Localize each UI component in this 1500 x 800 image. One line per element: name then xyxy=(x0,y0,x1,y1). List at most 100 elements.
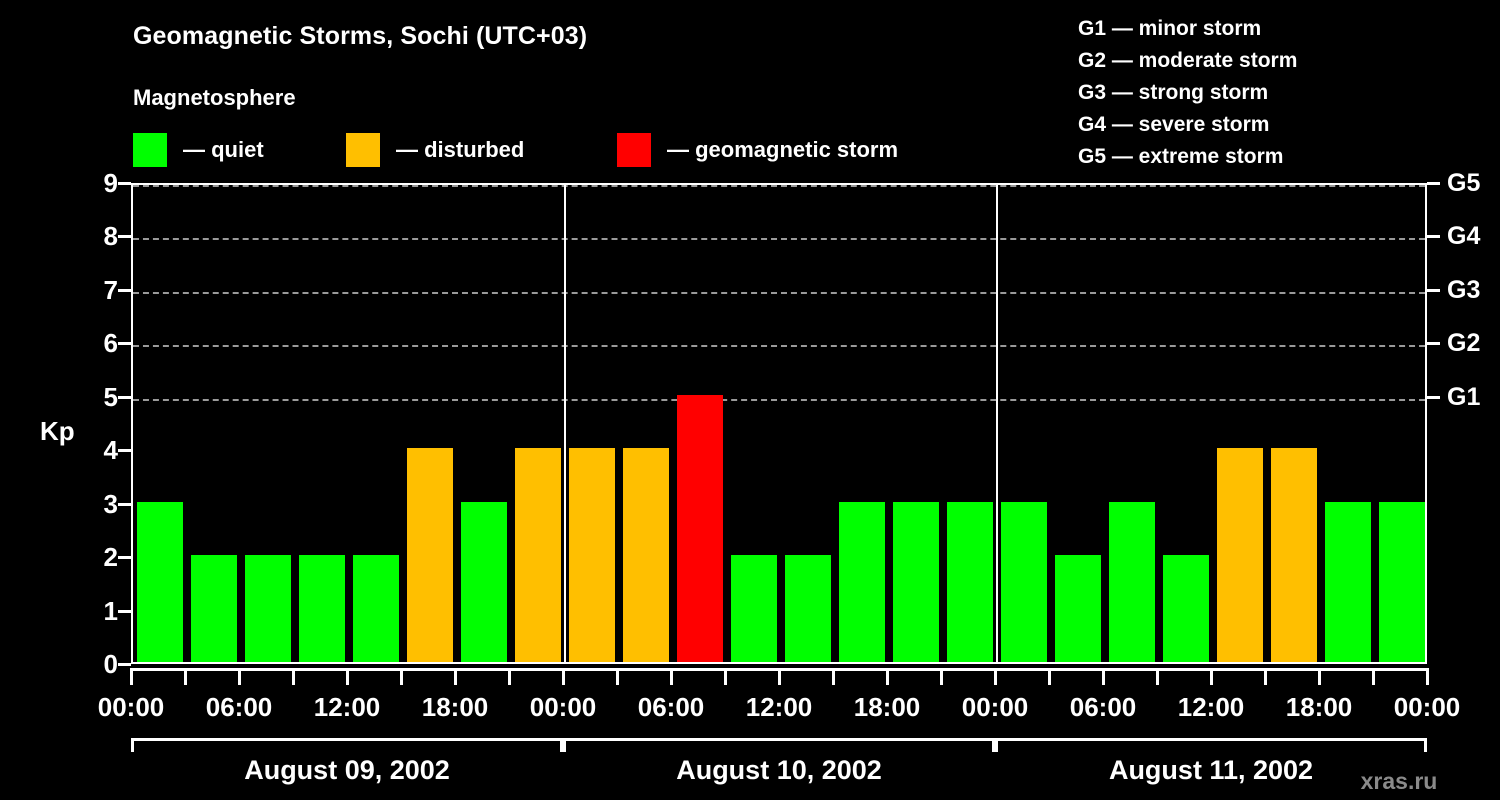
y-tick-label: 9 xyxy=(103,168,118,198)
x-tick-mark xyxy=(670,668,673,685)
bar-kp[interactable] xyxy=(731,555,777,662)
day-separator xyxy=(996,185,998,662)
x-tick-label: 00:00 xyxy=(1393,692,1461,722)
x-tick-mark xyxy=(1210,668,1213,685)
bar-kp[interactable] xyxy=(569,448,615,662)
x-tick-mark xyxy=(184,668,187,685)
bars-layer xyxy=(133,185,1425,662)
x-tick-mark xyxy=(1264,668,1267,685)
day-label: August 10, 2002 xyxy=(676,755,882,785)
y-tick-mark xyxy=(118,288,131,292)
x-tick-mark xyxy=(562,668,565,685)
x-tick-label: 12:00 xyxy=(745,692,813,722)
bar-kp[interactable] xyxy=(1325,501,1371,662)
day-separator xyxy=(564,185,566,662)
g-tick-mark xyxy=(1427,288,1440,292)
bar-kp[interactable] xyxy=(1109,501,1155,662)
y-tick-mark xyxy=(118,395,131,399)
x-tick-mark xyxy=(1048,668,1051,685)
x-tick-label: 06:00 xyxy=(1069,692,1137,722)
x-tick-mark xyxy=(346,668,349,685)
bar-kp[interactable] xyxy=(1379,501,1425,662)
orange-swatch xyxy=(346,133,380,167)
x-tick-mark xyxy=(1156,668,1159,685)
legend-item-geomagneticstorm: — geomagnetic storm xyxy=(617,132,898,168)
x-tick-label: 06:00 xyxy=(637,692,705,722)
bar-kp[interactable] xyxy=(947,501,993,662)
g-tick-mark xyxy=(1427,342,1440,346)
gridline-kp-8 xyxy=(133,238,1425,241)
bar-kp[interactable] xyxy=(245,555,291,662)
bar-kp[interactable] xyxy=(839,501,885,662)
bar-kp[interactable] xyxy=(1271,448,1317,662)
bar-kp[interactable] xyxy=(353,555,399,662)
bar-kp[interactable] xyxy=(461,501,507,662)
x-tick-mark xyxy=(1318,668,1321,685)
g-tick-label: G1 xyxy=(1447,382,1481,411)
bar-kp[interactable] xyxy=(515,448,561,662)
bar-kp[interactable] xyxy=(1055,555,1101,662)
g-tick-label: G4 xyxy=(1447,222,1481,251)
gridline-kp-7 xyxy=(133,291,1425,294)
plot-inner xyxy=(133,185,1425,662)
legend-label: — quiet xyxy=(183,137,264,162)
x-tick-label: 00:00 xyxy=(529,692,597,722)
gridline-kp-6 xyxy=(133,345,1425,348)
x-tick-mark xyxy=(508,668,511,685)
y-tick-label: 0 xyxy=(103,649,118,679)
x-tick-label: 00:00 xyxy=(961,692,1029,722)
legend-label: — disturbed xyxy=(396,137,525,162)
x-tick-mark xyxy=(724,668,727,685)
g-scale-line-3: G3 — strong storm xyxy=(1078,81,1269,104)
red-swatch xyxy=(617,133,651,167)
y-tick-label: 6 xyxy=(103,328,118,359)
legend-item-quiet: — quiet xyxy=(133,132,264,168)
x-tick-mark xyxy=(1102,668,1105,685)
x-tick-mark xyxy=(130,668,133,685)
y-tick-mark xyxy=(118,663,131,666)
bar-kp[interactable] xyxy=(1001,501,1047,662)
g-tick-mark xyxy=(1427,395,1440,399)
x-tick-mark xyxy=(832,668,835,685)
y-tick-label: 1 xyxy=(103,595,118,626)
y-tick-label: 8 xyxy=(103,221,118,252)
plot-area xyxy=(131,183,1427,664)
g-tick-label: G2 xyxy=(1447,329,1481,358)
g-scale-line-1: G1 — minor storm xyxy=(1078,17,1262,40)
bar-kp[interactable] xyxy=(407,448,453,662)
x-tick-label: 18:00 xyxy=(421,692,489,722)
y-tick-mark xyxy=(118,609,131,613)
bar-kp[interactable] xyxy=(785,555,831,662)
bar-kp[interactable] xyxy=(137,501,183,662)
y-tick-label: 3 xyxy=(103,488,118,519)
y-tick-mark xyxy=(118,235,131,239)
day-label: August 11, 2002 xyxy=(1108,755,1314,785)
bar-kp[interactable] xyxy=(893,501,939,662)
chart-subtitle: Magnetosphere xyxy=(133,85,296,110)
g-tick-mark xyxy=(1427,182,1440,185)
y-tick-label: 4 xyxy=(103,435,118,466)
x-tick-mark xyxy=(994,668,997,685)
legend-item-disturbed: — disturbed xyxy=(346,132,524,168)
x-tick-mark xyxy=(940,668,943,685)
g-tick-label: G5 xyxy=(1447,169,1481,197)
bar-kp[interactable] xyxy=(623,448,669,662)
bar-kp[interactable] xyxy=(191,555,237,662)
day-bracket xyxy=(563,738,995,752)
bar-kp[interactable] xyxy=(677,394,723,662)
g-scale-line-2: G2 — moderate storm xyxy=(1078,49,1298,72)
g-scale-line-4: G4 — severe storm xyxy=(1078,113,1270,136)
y-tick-mark xyxy=(118,502,131,506)
bar-kp[interactable] xyxy=(299,555,345,662)
x-tick-label: 00:00 xyxy=(97,692,165,722)
bar-kp[interactable] xyxy=(1217,448,1263,662)
bar-kp[interactable] xyxy=(1163,555,1209,662)
y-tick-label: 7 xyxy=(103,274,118,305)
x-tick-mark xyxy=(1426,668,1429,685)
x-tick-mark xyxy=(778,668,781,685)
g-tick-label: G3 xyxy=(1447,275,1481,304)
day-bracket xyxy=(131,738,563,752)
x-tick-mark xyxy=(616,668,619,685)
y-axis-title: Kp xyxy=(40,416,75,446)
